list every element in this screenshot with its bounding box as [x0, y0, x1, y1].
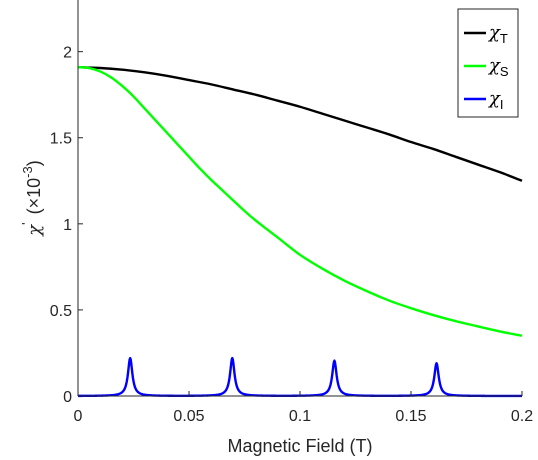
ticks-layer: 0 0.05 0.1 0.15 0.2 0 0.5 1 1.5 2 — [50, 45, 533, 425]
legend-label-chi-s: χS — [487, 55, 509, 79]
x-axis-label: Magnetic Field (T) — [227, 436, 372, 456]
y-tick-label: 0.5 — [50, 303, 72, 320]
y-axis-label-exponent: -3 — [20, 166, 35, 178]
y-tick-label: 1 — [63, 217, 72, 234]
y-axis-label-prime: ' — [19, 222, 34, 224]
series-line-chi-t — [77, 65, 523, 182]
y-tick-label: 2 — [63, 45, 72, 62]
legend-label-chi-i: χI — [487, 88, 504, 112]
x-tick-label: 0.15 — [395, 408, 426, 425]
y-tick-label: 1.5 — [50, 131, 72, 148]
plot-area — [78, 0, 522, 396]
legend-subscript: I — [500, 97, 504, 112]
y-axis-label-open: (×10 — [24, 178, 44, 215]
y-axis-label: χ' (×10-3) — [19, 160, 45, 238]
legend-symbol: χ — [487, 22, 501, 43]
x-tick-label: 0 — [74, 408, 83, 425]
legend-subscript: T — [500, 31, 508, 46]
x-tick-label: 0.1 — [289, 408, 311, 425]
x-tick-label: 0.05 — [173, 408, 204, 425]
x-tick-label: 0.2 — [511, 408, 533, 425]
legend-symbol: χ — [487, 88, 501, 109]
legend-subscript: S — [500, 64, 509, 79]
legend-label-chi-t: χT — [487, 22, 508, 46]
legend-box — [457, 8, 519, 118]
y-tick-label: 0 — [63, 389, 72, 406]
y-axis-label-close: ) — [24, 160, 44, 166]
y-axis-label-symbol: χ — [24, 224, 45, 238]
legend-symbol: χ — [487, 55, 501, 76]
series-line-chi-s — [77, 65, 523, 337]
